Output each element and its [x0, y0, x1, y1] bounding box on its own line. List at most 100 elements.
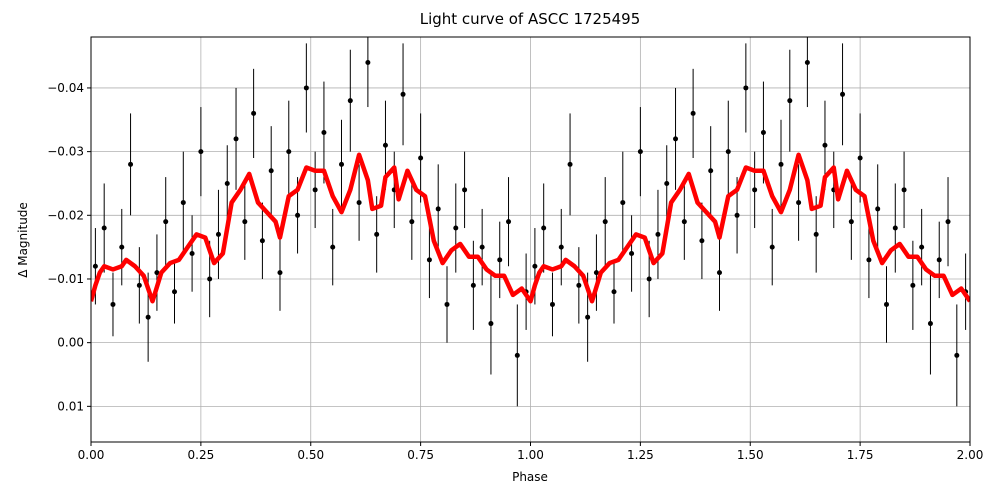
data-point	[681, 219, 687, 225]
data-point	[787, 98, 793, 104]
data-point	[954, 352, 960, 358]
data-point	[892, 225, 898, 231]
data-point	[479, 244, 485, 250]
data-point	[945, 219, 951, 225]
data-point	[277, 270, 283, 276]
x-tick-label: 1.00	[517, 448, 544, 462]
x-tick-label: 2.00	[957, 448, 984, 462]
data-point	[101, 225, 107, 231]
data-point	[602, 219, 608, 225]
data-point	[752, 187, 758, 193]
data-point	[725, 149, 731, 155]
data-point	[822, 142, 828, 148]
x-axis-label: Phase	[512, 470, 548, 484]
data-point	[796, 200, 802, 206]
x-tick-label: 0.50	[297, 448, 324, 462]
data-point	[207, 276, 213, 282]
data-point	[585, 314, 591, 320]
data-point	[180, 200, 186, 206]
data-point	[778, 161, 784, 167]
data-point	[734, 212, 740, 218]
data-point	[532, 263, 538, 269]
data-point	[128, 161, 134, 167]
data-point	[198, 149, 204, 155]
data-point	[927, 321, 933, 327]
data-point	[646, 276, 652, 282]
data-point	[620, 200, 626, 206]
data-point	[215, 231, 221, 237]
x-tick-label: 0.75	[407, 448, 434, 462]
data-point	[189, 251, 195, 257]
x-tick-label: 0.00	[78, 448, 105, 462]
binned-curve	[91, 152, 970, 304]
data-point	[690, 110, 696, 116]
data-point	[848, 219, 854, 225]
data-point	[637, 149, 643, 155]
data-point	[374, 231, 380, 237]
chart-title: Light curve of ASCC 1725495	[420, 10, 641, 28]
data-point	[593, 270, 599, 276]
data-point	[866, 257, 872, 263]
data-point	[312, 187, 318, 193]
data-point	[435, 206, 441, 212]
data-point	[119, 244, 125, 250]
data-point	[629, 251, 635, 257]
data-point	[268, 168, 274, 174]
data-point	[444, 301, 450, 307]
y-tick-label: −0.01	[47, 272, 84, 286]
data-point	[365, 59, 371, 65]
data-point	[145, 314, 151, 320]
data-point	[462, 187, 468, 193]
data-point	[136, 282, 142, 288]
data-point	[154, 270, 160, 276]
data-point	[699, 238, 705, 244]
data-point	[172, 289, 178, 295]
y-tick-label: 0.01	[57, 399, 84, 413]
data-point	[919, 244, 925, 250]
data-point	[321, 130, 327, 136]
data-point	[813, 231, 819, 237]
data-point	[611, 289, 617, 295]
data-point	[295, 212, 301, 218]
y-tick-label: −0.02	[47, 208, 84, 222]
data-point	[558, 244, 564, 250]
data-point	[857, 155, 863, 161]
data-point	[233, 136, 239, 142]
data-point	[506, 219, 512, 225]
data-point	[251, 110, 257, 116]
data-point	[910, 282, 916, 288]
data-point	[901, 187, 907, 193]
ticks: 0.00 0.25 0.50 0.75 1.00 1.25 1.50 1.75 2.00 −0.0…	[47, 81, 983, 462]
data-point	[224, 180, 230, 186]
data-point	[760, 130, 766, 136]
data-point	[883, 301, 889, 307]
data-point	[576, 282, 582, 288]
data-point	[259, 238, 265, 244]
x-tick-label: 1.50	[737, 448, 764, 462]
data-point	[655, 231, 661, 237]
data-point	[382, 142, 388, 148]
y-tick-label: −0.03	[47, 145, 84, 159]
data-point	[242, 219, 248, 225]
data-point	[303, 85, 309, 91]
data-point	[549, 301, 555, 307]
data-point	[92, 263, 98, 269]
data-point	[664, 180, 670, 186]
plot-area	[91, 37, 970, 407]
data-point	[488, 321, 494, 327]
data-point	[514, 352, 520, 358]
data-point	[418, 155, 424, 161]
y-tick-label: 0.00	[57, 336, 84, 350]
data-point	[110, 301, 116, 307]
data-point	[470, 282, 476, 288]
data-point	[567, 161, 573, 167]
y-axis-label: Δ Magnitude	[16, 202, 30, 278]
data-point	[673, 136, 679, 142]
data-point	[330, 244, 336, 250]
data-point	[409, 219, 415, 225]
data-point	[936, 257, 942, 263]
data-point	[400, 91, 406, 97]
data-point	[875, 206, 881, 212]
x-tick-label: 1.25	[627, 448, 654, 462]
data-point	[716, 270, 722, 276]
